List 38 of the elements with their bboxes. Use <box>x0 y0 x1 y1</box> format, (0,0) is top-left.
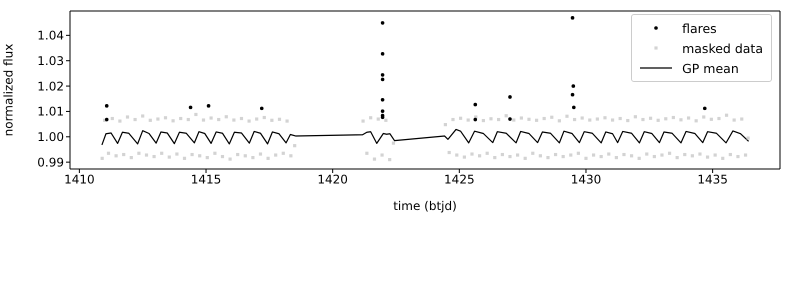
y-tick-label: 1.02 <box>37 79 64 94</box>
line-series <box>101 128 750 146</box>
point <box>380 98 384 102</box>
point <box>473 102 478 106</box>
y-tick-label: 1.03 <box>37 54 64 68</box>
point <box>380 109 384 113</box>
legend-label: masked data <box>682 40 763 56</box>
point <box>570 16 574 20</box>
point <box>508 95 512 99</box>
point <box>380 52 384 56</box>
point <box>380 21 384 25</box>
x-axis-title: time (btjd) <box>393 199 457 213</box>
point <box>473 118 478 122</box>
x-tick-label: 1425 <box>444 172 475 187</box>
x-tick-label: 1435 <box>697 172 728 187</box>
y-tick-label: 1.01 <box>37 104 64 119</box>
point <box>570 92 574 96</box>
y-tick-label: 0.99 <box>37 155 64 170</box>
legend-label: GP mean <box>682 60 739 76</box>
point <box>380 73 384 77</box>
point <box>188 106 192 110</box>
x-tick-label: 1410 <box>64 172 95 187</box>
point <box>508 117 512 121</box>
x-tick-label: 1420 <box>317 172 348 187</box>
point <box>104 118 109 122</box>
legend-label: flares <box>682 20 717 36</box>
x-tick-label: 1430 <box>570 172 602 187</box>
point <box>206 104 210 108</box>
y-tick-label: 1.00 <box>37 130 64 144</box>
x-tick-label: 1415 <box>190 172 222 187</box>
point <box>572 84 576 88</box>
y-axis-title: normalized flux <box>1 44 16 136</box>
point <box>260 106 264 110</box>
y-tick-label: 1.04 <box>37 28 64 43</box>
point <box>572 106 576 110</box>
point <box>702 106 707 110</box>
point <box>380 78 384 82</box>
point <box>104 104 109 108</box>
